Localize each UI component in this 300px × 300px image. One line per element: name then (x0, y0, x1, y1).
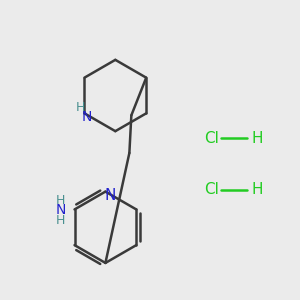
Text: N: N (105, 188, 116, 203)
Text: H: H (56, 214, 65, 227)
Text: N: N (56, 203, 66, 218)
Text: Cl: Cl (205, 130, 219, 146)
Text: N: N (81, 110, 92, 124)
Text: Cl: Cl (205, 182, 219, 197)
Text: H: H (56, 194, 65, 207)
Text: H: H (251, 182, 262, 197)
Text: H: H (76, 101, 85, 114)
Text: H: H (251, 130, 262, 146)
